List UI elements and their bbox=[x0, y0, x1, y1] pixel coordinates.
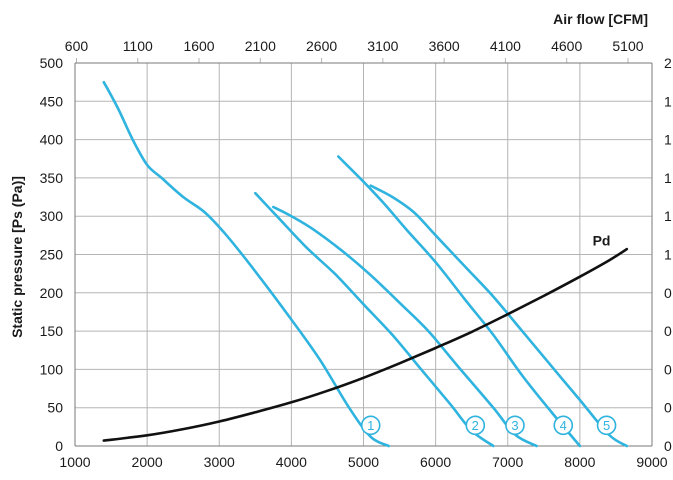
x-tick-label: 7000 bbox=[492, 454, 523, 470]
right-tick-label: 1 bbox=[664, 247, 672, 263]
fan-curve-5 bbox=[369, 184, 629, 448]
top-x-tick-label: 2600 bbox=[306, 38, 337, 54]
y-tick-label: 400 bbox=[40, 132, 64, 148]
right-tick-label: 2 bbox=[664, 55, 672, 71]
curves bbox=[102, 80, 629, 448]
top-x-tick-label: 1100 bbox=[123, 38, 153, 54]
top-x-tick-label: 2100 bbox=[245, 38, 276, 54]
curve-marker-circle bbox=[465, 415, 486, 436]
top-x-tick-label: 600 bbox=[65, 38, 89, 54]
top-x-tick-label: 4100 bbox=[490, 38, 521, 54]
y-tick-label: 450 bbox=[40, 93, 64, 109]
y-axis-title: Static pressure [Ps (Pa)] bbox=[9, 176, 25, 338]
y-tick-label: 300 bbox=[40, 208, 64, 224]
x-tick-label: 6000 bbox=[420, 454, 451, 470]
x-tick-label: 1000 bbox=[59, 454, 90, 470]
right-tick-label: 0 bbox=[664, 361, 672, 377]
y-tick-label: 350 bbox=[40, 170, 64, 186]
curve-marker-label: 5 bbox=[603, 418, 610, 433]
right-tick-label: 1. bbox=[664, 170, 673, 186]
curve-marker-label: 4 bbox=[560, 418, 567, 433]
pd-curve-label: Pd bbox=[593, 232, 611, 248]
x-tick-label: 3000 bbox=[204, 454, 235, 470]
top-axis-title: Air flow [CFM] bbox=[553, 11, 648, 27]
curve-marker-circle bbox=[505, 415, 525, 436]
y-tick-label: 250 bbox=[40, 247, 64, 263]
x-tick-label: 5000 bbox=[348, 454, 379, 470]
right-tick-label: 0 bbox=[664, 323, 672, 339]
top-x-tick-label: 3100 bbox=[367, 38, 398, 54]
curve-marker-label: 2 bbox=[472, 418, 479, 433]
grid-lines bbox=[74, 58, 653, 447]
plot-frame bbox=[74, 62, 653, 447]
tick-labels: 0050010001500200025013001.3501.4001.4501… bbox=[40, 38, 673, 470]
x-tick-label: 8000 bbox=[564, 454, 595, 470]
top-x-tick-label: 4600 bbox=[551, 38, 582, 54]
y-tick-label: 500 bbox=[40, 55, 64, 71]
y-tick-label: 150 bbox=[40, 323, 64, 339]
fan-curve-1 bbox=[102, 80, 390, 448]
fan-curve-2 bbox=[254, 191, 495, 448]
x-tick-label: 4000 bbox=[276, 454, 307, 470]
curve-marker-circle bbox=[596, 415, 617, 436]
curve-markers: 1 2 3 4 5 Pd bbox=[360, 232, 617, 436]
y-tick-label: 50 bbox=[47, 400, 63, 416]
x-tick-label: 2000 bbox=[132, 454, 163, 470]
fan-curve-3 bbox=[272, 205, 538, 448]
top-x-tick-label: 1600 bbox=[183, 38, 214, 54]
curve-marker-circle bbox=[360, 415, 381, 436]
right-tick-label: 0 bbox=[664, 438, 672, 454]
y-tick-label: 100 bbox=[40, 361, 64, 377]
curve-marker-label: 3 bbox=[511, 418, 518, 433]
right-tick-label: 0 bbox=[664, 400, 672, 416]
curve-marker-circle bbox=[553, 415, 574, 436]
right-tick-label: 0 bbox=[664, 285, 672, 301]
y-tick-label: 200 bbox=[40, 285, 64, 301]
top-x-tick-label: 3600 bbox=[429, 38, 460, 54]
right-tick-label: 1. bbox=[664, 132, 673, 148]
pd-curve bbox=[102, 247, 629, 442]
right-tick-label: 1. bbox=[664, 93, 673, 109]
fan-curve-4 bbox=[337, 155, 582, 448]
right-tick-label: 1. bbox=[664, 208, 673, 224]
y-tick-label: 0 bbox=[55, 438, 63, 454]
x-tick-label: 9000 bbox=[636, 454, 667, 470]
top-x-tick-label: 5100 bbox=[612, 38, 643, 54]
curve-marker-label: 1 bbox=[367, 418, 374, 433]
